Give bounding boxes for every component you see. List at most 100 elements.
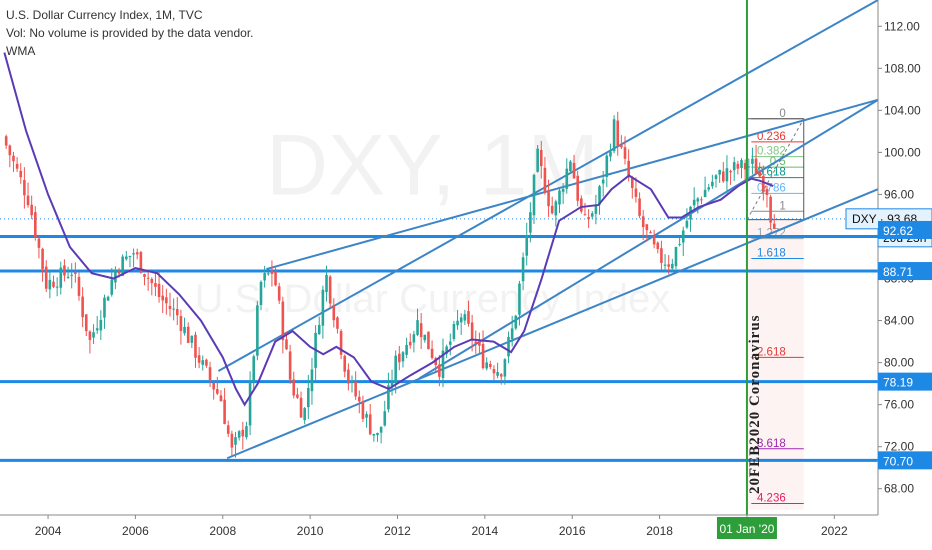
candle — [532, 173, 536, 224]
candle — [565, 158, 569, 194]
candle-body — [463, 314, 467, 321]
candle — [165, 288, 168, 315]
candle — [667, 255, 670, 275]
candle-body — [434, 358, 438, 365]
candle — [569, 159, 572, 174]
candle — [754, 145, 758, 175]
candle-body — [478, 342, 481, 346]
candle-body — [740, 160, 743, 168]
candle-body — [372, 433, 376, 436]
candle-body — [383, 411, 387, 426]
candle-body — [634, 188, 638, 197]
candle — [638, 192, 641, 219]
date-badge-label: 01 Jan '20 — [719, 522, 774, 536]
candle-body — [303, 408, 306, 421]
candle — [634, 177, 638, 203]
candle — [772, 214, 776, 230]
candle-body — [143, 274, 146, 278]
candle-body — [263, 273, 266, 281]
candle-body — [419, 323, 423, 338]
candle-body — [165, 297, 168, 304]
fib-level-label: 1.618 — [757, 248, 786, 260]
candle — [685, 208, 689, 230]
candle-body — [398, 353, 401, 363]
candle-body — [121, 256, 124, 276]
candle — [496, 362, 499, 379]
candle-body — [503, 359, 507, 377]
candle — [15, 157, 19, 172]
candle — [758, 162, 761, 178]
candle-body — [128, 255, 132, 258]
candle — [63, 259, 66, 282]
candle — [208, 361, 212, 387]
candle-body — [150, 278, 154, 284]
candle-body — [223, 399, 226, 424]
candle — [703, 176, 707, 198]
candle — [539, 140, 543, 179]
candle — [121, 254, 124, 276]
candle-body — [412, 334, 416, 343]
candle-body — [285, 339, 288, 350]
candle — [583, 202, 587, 216]
fib-level: 2.618 — [751, 346, 804, 358]
fib-level-label: 0.786 — [757, 182, 786, 194]
candle — [186, 322, 190, 344]
candle — [157, 271, 161, 303]
candle — [183, 317, 186, 336]
candle — [718, 169, 721, 183]
candle-body — [390, 382, 394, 387]
candle — [674, 246, 678, 270]
candle-body — [423, 334, 427, 341]
candle — [168, 292, 172, 317]
wma-line — [3, 52, 774, 407]
candle — [48, 269, 52, 299]
candle-body — [292, 379, 296, 396]
symbol-title[interactable]: U.S. Dollar Currency Index, 1M, TVC — [6, 8, 203, 22]
candle-body — [656, 242, 660, 249]
candle — [751, 147, 754, 175]
candle-body — [707, 187, 711, 190]
candle-body — [212, 382, 215, 390]
candle — [721, 162, 725, 183]
indicator-label[interactable]: WMA — [6, 44, 36, 58]
candle — [452, 320, 456, 342]
candle-body — [201, 360, 205, 365]
candle — [678, 237, 681, 247]
candle — [314, 325, 317, 381]
candle-body — [288, 351, 292, 380]
fib-level: 1.618 — [751, 248, 804, 260]
candle-body — [598, 186, 601, 205]
candle-body — [110, 279, 114, 295]
candle-body — [77, 276, 81, 296]
candle-body — [296, 394, 299, 398]
candle-body — [467, 311, 470, 324]
candle — [601, 170, 605, 197]
candle-body — [8, 145, 12, 156]
candle-body — [230, 433, 234, 448]
candle — [175, 296, 179, 326]
candle-body — [448, 341, 452, 345]
candle-body — [543, 167, 547, 193]
fib-level-label: 0.236 — [757, 131, 786, 143]
candle — [550, 196, 554, 215]
chart-legend: U.S. Dollar Currency Index, 1M, TVC Vol:… — [6, 6, 253, 60]
candle-body — [718, 169, 721, 175]
candle-body — [48, 279, 52, 290]
candle — [281, 296, 285, 354]
price-tick-label: 68.00 — [884, 482, 914, 496]
candle-body — [270, 270, 274, 274]
fib-level-label: 1 — [779, 200, 785, 212]
candle-body — [52, 281, 55, 287]
candle — [34, 206, 37, 241]
candle-body — [674, 247, 678, 267]
candle — [503, 358, 507, 385]
candle — [92, 324, 95, 345]
candle-body — [539, 150, 543, 167]
candle-body — [259, 281, 263, 305]
candle — [307, 374, 310, 420]
candle — [485, 357, 488, 371]
candle-body — [518, 283, 521, 315]
candle — [474, 330, 478, 354]
candle — [146, 270, 150, 291]
